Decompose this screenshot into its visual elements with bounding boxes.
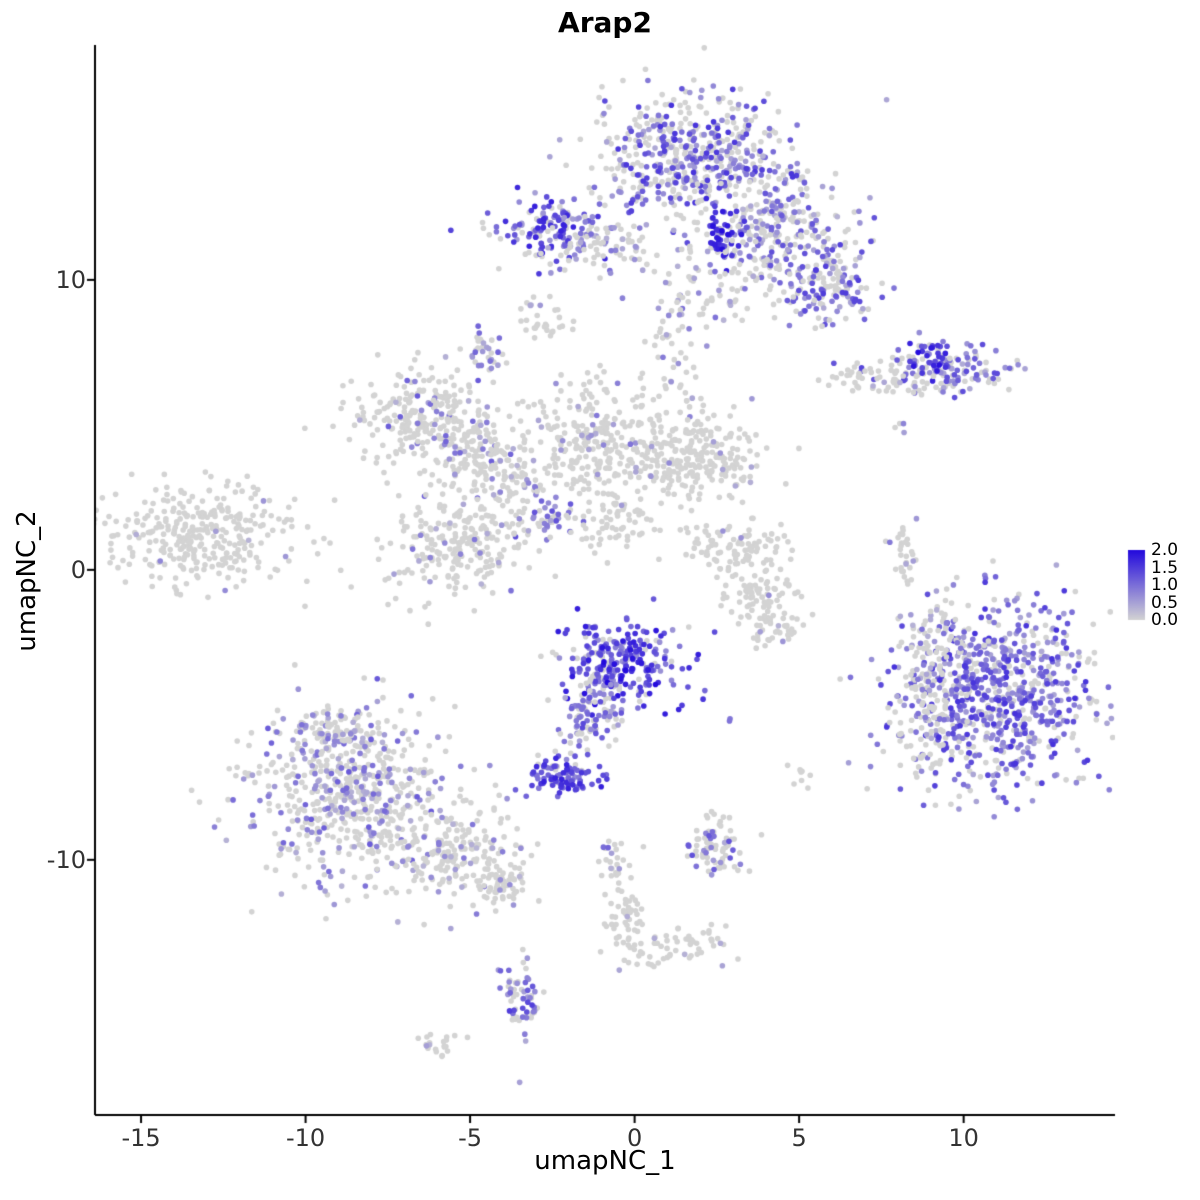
legend-tick-label: 0.5 xyxy=(1151,592,1179,613)
x-tick-label: -5 xyxy=(458,1124,483,1152)
legend-tick-label: 1.5 xyxy=(1151,557,1179,578)
x-axis-label: umapNC_1 xyxy=(534,1146,676,1176)
x-tick-label: -10 xyxy=(285,1124,326,1152)
plot-title: Arap2 xyxy=(558,6,652,39)
y-tick-label: 0 xyxy=(70,555,86,584)
x-tick-label: 0 xyxy=(626,1124,643,1152)
y-tick-label: -10 xyxy=(46,845,86,874)
x-tick-label: 5 xyxy=(791,1124,807,1152)
y-tick-label: 10 xyxy=(55,265,86,294)
legend-tick-label: 1.0 xyxy=(1151,575,1179,595)
x-tick-label: 10 xyxy=(948,1124,979,1152)
legend-tick-label: 0.0 xyxy=(1151,610,1179,630)
x-tick-label: -15 xyxy=(121,1124,161,1152)
legend-tick-label: 2.0 xyxy=(1151,540,1179,560)
